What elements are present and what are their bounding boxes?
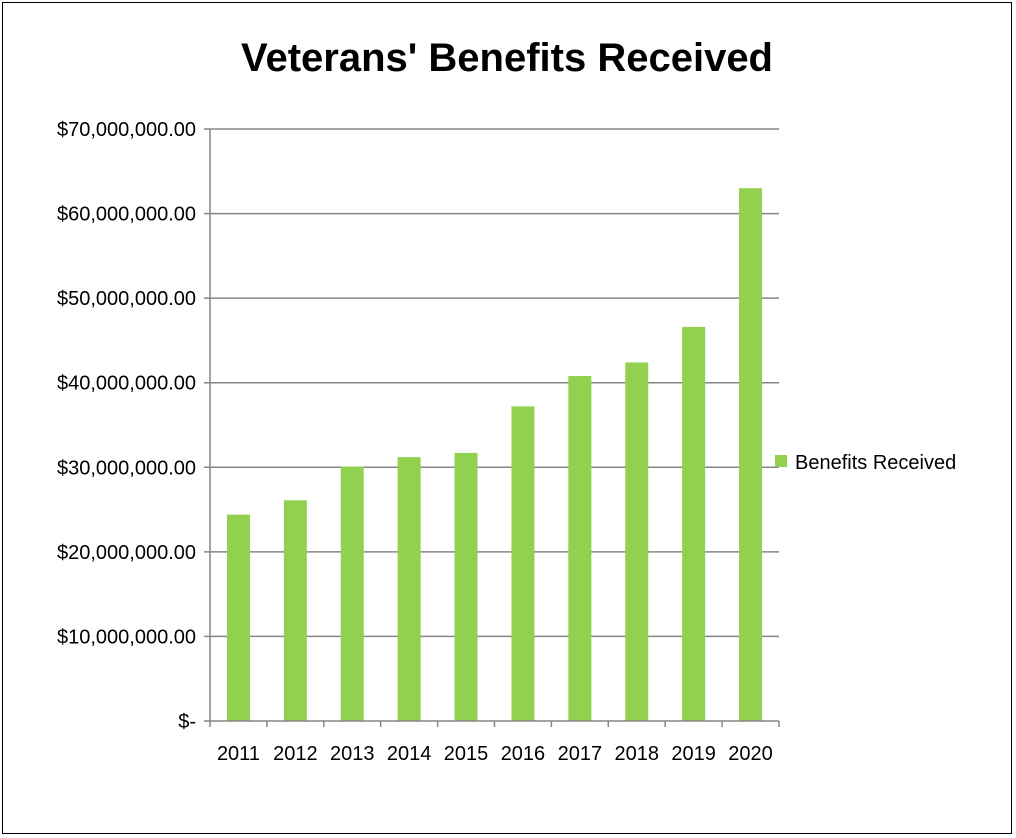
y-tick-label: $20,000,000.00 [57,542,196,564]
x-tick-label-2016: 2016 [501,743,546,765]
x-axis-tick-labels: 2011 2012 2013 2014 2015 2016 2017 2018 2019 2020 [217,743,773,765]
bar-2016 [511,406,535,721]
legend-label-benefits-received: Benefits Received [795,452,956,474]
x-tick-label-2015: 2015 [444,743,489,765]
x-tick-label-2020: 2020 [728,743,773,765]
bar-2020 [739,188,763,721]
x-tick-label-2018: 2018 [615,743,660,765]
bar-2019 [682,326,706,721]
y-tick-label: $10,000,000.00 [57,626,196,648]
y-tick-label: $60,000,000.00 [57,204,196,226]
y-tick-label: $30,000,000.00 [57,457,196,479]
x-tick-label-2011: 2011 [217,743,260,765]
legend: Benefits Received [775,452,956,474]
bar-2013 [340,466,364,721]
chart-title: Veterans' Benefits Received [241,36,773,80]
y-axis-tick-labels: $- $10,000,000.00 $20,000,000.00 $30,000,00… [57,119,196,733]
bar-2018 [625,362,649,721]
bar-2017 [568,375,592,721]
x-tick-label-2014: 2014 [387,743,432,765]
x-tick-label-2013: 2013 [330,743,375,765]
y-tick-label: $40,000,000.00 [57,373,196,395]
bar-2015 [454,452,478,721]
legend-swatch [775,455,787,467]
axes [204,129,780,727]
x-tick-label-2019: 2019 [671,743,716,765]
x-tick-label-2012: 2012 [273,743,318,765]
y-tick-label: $70,000,000.00 [57,119,196,141]
y-tick-label: $- [178,711,196,733]
bar-2014 [397,457,421,721]
bar-2011 [226,514,250,721]
x-tick-label-2017: 2017 [558,743,603,765]
bar-2012 [283,500,307,721]
y-tick-label: $50,000,000.00 [57,288,196,310]
bars [226,188,763,721]
